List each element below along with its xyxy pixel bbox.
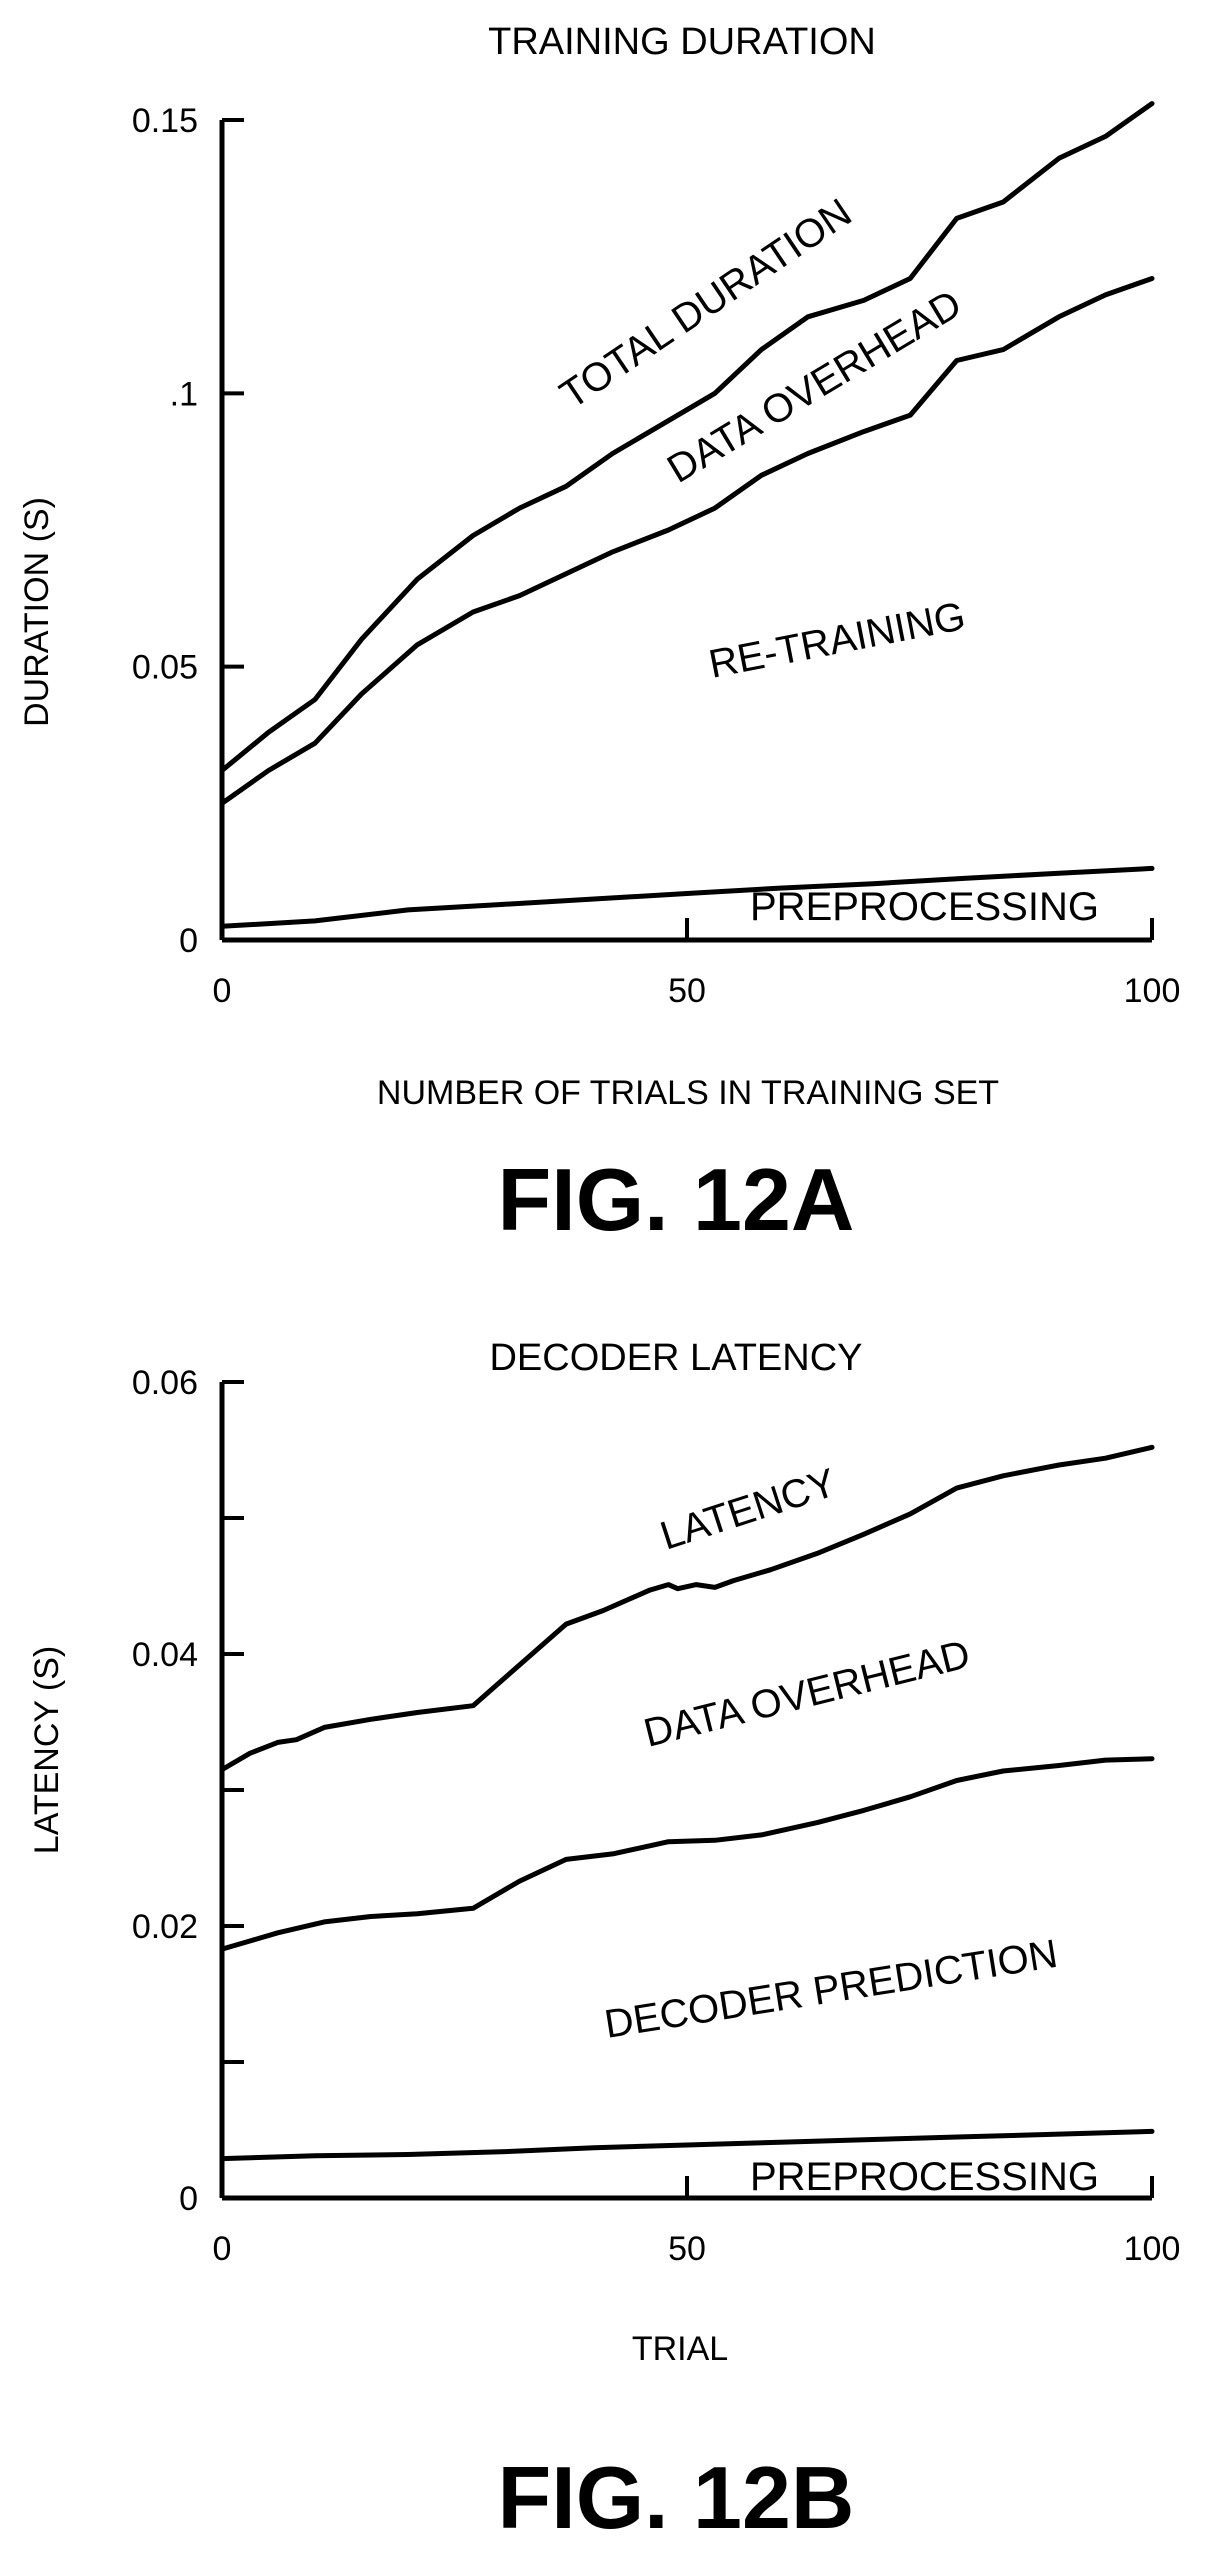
series-line-preprocessing (219, 2128, 1155, 2162)
y-tick-label: 0.02 (132, 1908, 198, 1946)
x-tick-label: 100 (1124, 972, 1181, 1010)
chart-title: TRAINING DURATION (488, 21, 876, 63)
x-ticks: 0 50 100 (213, 918, 1181, 1010)
decoder-latency-chart: DECODER LATENCY 0 0.02 0.04 0.06 0 50 100 LAT… (28, 1337, 1180, 2547)
y-ticks: 0 0.02 0.04 0.06 (132, 1364, 244, 2218)
annotation-preprocessing: PREPROCESSING (750, 2155, 1099, 2199)
y-tick-label: 0 (179, 922, 198, 960)
series-lines (219, 101, 1155, 929)
y-axis-label: LATENCY (S) (28, 1646, 66, 1854)
x-tick-label: 50 (668, 972, 706, 1010)
x-tick-label: 50 (668, 2230, 706, 2268)
training-duration-chart: TRAINING DURATION 0 0.05 .1 0.15 0 50 100 DUR… (18, 21, 1180, 1249)
x-ticks: 0 50 100 (213, 2176, 1181, 2268)
annotation-data-overhead: DATA OVERHEAD (640, 1632, 975, 1756)
y-tick-label: 0.05 (132, 649, 198, 687)
y-tick-label: 0.06 (132, 1364, 198, 1402)
annotation-decoder-prediction: DECODER PREDICTION (602, 1932, 1061, 2047)
x-axis-label: TRIAL (632, 2330, 728, 2368)
x-tick-label: 0 (213, 2230, 232, 2268)
series-line-data-overhead (219, 276, 1155, 806)
y-tick-label: 0 (179, 2180, 198, 2218)
y-tick-label: .1 (170, 375, 198, 413)
y-ticks: 0 0.05 .1 0.15 (132, 102, 244, 960)
x-tick-label: 0 (213, 972, 232, 1010)
series-line-total-duration (219, 101, 1155, 773)
series-line-data-overhead (219, 1756, 1155, 1952)
figure-label: FIG. 12A (498, 1150, 855, 1249)
annotation-preprocessing: PREPROCESSING (750, 885, 1099, 929)
y-axis-label: DURATION (S) (18, 497, 56, 727)
series-line-latency (219, 1444, 1155, 1773)
series-line-preprocessing (219, 865, 1155, 929)
series-lines (219, 1444, 1155, 2162)
y-tick-label: 0.15 (132, 102, 198, 140)
chart-title: DECODER LATENCY (489, 1337, 862, 1379)
x-tick-label: 100 (1124, 2230, 1181, 2268)
x-axis-label: NUMBER OF TRIALS IN TRAINING SET (377, 1074, 999, 1112)
y-tick-label: 0.04 (132, 1636, 198, 1674)
figure-label: FIG. 12B (498, 2448, 855, 2547)
annotation-latency: LATENCY (655, 1461, 841, 1559)
annotation-re-training: RE-TRAINING (705, 594, 969, 687)
